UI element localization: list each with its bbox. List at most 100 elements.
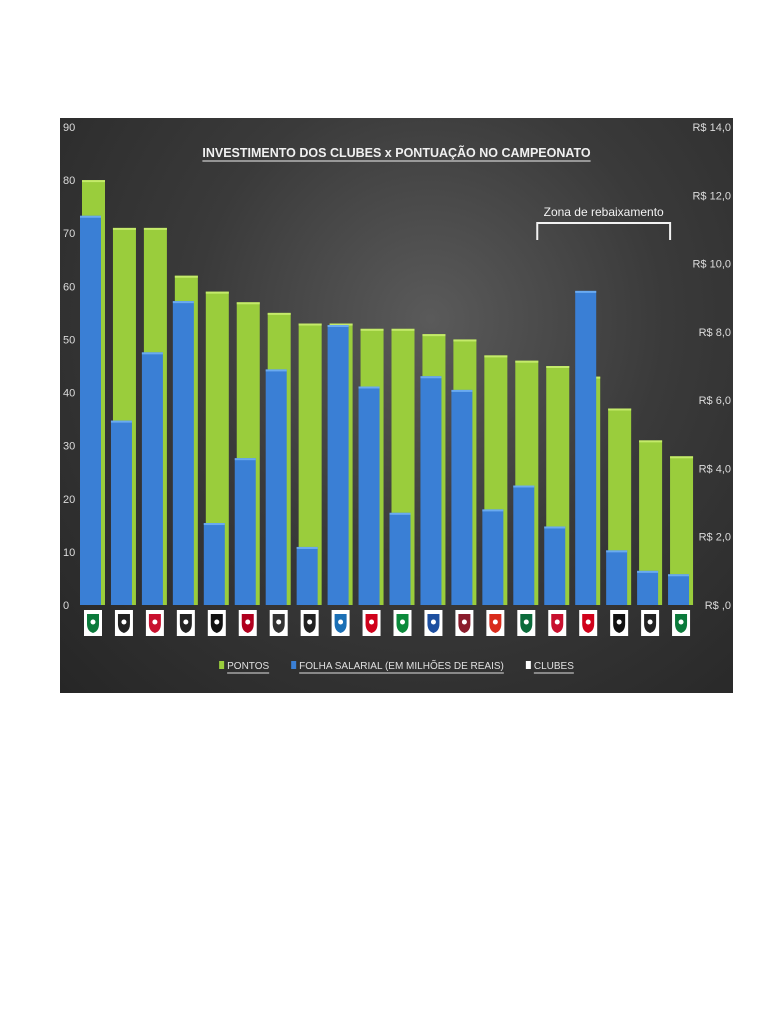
figueirense-crest-icon bbox=[610, 610, 629, 636]
gremio-crest-icon bbox=[331, 610, 350, 636]
atletico-pr-crest-icon bbox=[238, 610, 257, 636]
bar-pontos-cap bbox=[515, 360, 539, 363]
bar-pontos-cap bbox=[546, 366, 570, 368]
bar-pontos-cap bbox=[329, 323, 353, 326]
bar-folha-salarial-cap bbox=[296, 546, 318, 549]
bar-pontos bbox=[298, 323, 322, 605]
sao-paulo-crest-icon bbox=[362, 610, 381, 636]
bar-folha-salarial-cap bbox=[575, 290, 597, 293]
crest-emblem bbox=[338, 619, 344, 625]
crest-emblem bbox=[585, 619, 591, 625]
bar-folha-salarial bbox=[637, 570, 659, 605]
bar-pontos bbox=[639, 440, 663, 605]
right-axis-tick: R$ 12,0 bbox=[692, 190, 731, 202]
left-axis-tick: 60 bbox=[63, 281, 75, 293]
bar-folha-salarial bbox=[141, 352, 163, 605]
bar-pontos-cap bbox=[236, 302, 260, 305]
cruzeiro-crest-icon bbox=[424, 610, 443, 636]
botafogo-crest-icon bbox=[207, 610, 226, 636]
crest-emblem bbox=[523, 619, 529, 625]
bar-folha-salarial bbox=[203, 523, 225, 605]
bar-folha-salarial-cap bbox=[327, 325, 349, 328]
legend-label: FOLHA SALARIAL (EM MILHÕES DE REAIS) bbox=[299, 659, 504, 672]
chart-panel: INVESTIMENTO DOS CLUBES x PONTUAÇÃO NO C… bbox=[60, 118, 733, 693]
left-axis-tick: 30 bbox=[63, 441, 75, 453]
chart-svg: INVESTIMENTO DOS CLUBES x PONTUAÇÃO NO C… bbox=[63, 122, 731, 674]
bar-pontos-cap bbox=[608, 408, 632, 411]
santos-crest-icon bbox=[114, 610, 133, 636]
right-axis-tick: R$ 6,0 bbox=[699, 395, 731, 407]
bar-folha-salarial bbox=[172, 301, 194, 605]
crest-emblem bbox=[461, 619, 467, 625]
bar-pontos-cap bbox=[422, 334, 446, 337]
bar-pontos-cap bbox=[391, 328, 415, 331]
vitoria-crest-icon bbox=[548, 610, 567, 636]
bar-folha-salarial-cap bbox=[544, 526, 566, 529]
bar-folha-salarial bbox=[265, 369, 287, 605]
bar-pontos-cap bbox=[639, 440, 663, 443]
sport-crest-icon bbox=[486, 610, 505, 636]
crest-emblem bbox=[492, 619, 498, 625]
bar-folha-salarial bbox=[482, 509, 504, 605]
legend-label: PONTOS bbox=[227, 661, 269, 672]
left-axis-tick: 40 bbox=[63, 388, 75, 400]
flamengo-crest-icon bbox=[145, 610, 164, 636]
crest-emblem bbox=[183, 619, 189, 625]
bar-folha-salarial-cap bbox=[668, 574, 690, 577]
bar-folha-salarial bbox=[110, 420, 132, 605]
crest-emblem bbox=[245, 619, 251, 625]
bar-pontos-cap bbox=[82, 180, 105, 183]
bar-folha-salarial bbox=[327, 325, 349, 605]
santa-cruz-crest-icon bbox=[641, 610, 660, 636]
bar-pontos-cap bbox=[205, 291, 229, 294]
bar-folha-salarial bbox=[575, 290, 597, 605]
bar-folha-salarial bbox=[420, 376, 442, 605]
bar-folha-salarial bbox=[80, 215, 101, 605]
legend-label: CLUBES bbox=[534, 661, 574, 672]
crest-emblem bbox=[121, 619, 127, 625]
crest-emblem bbox=[678, 619, 684, 625]
left-axis-tick: 0 bbox=[63, 600, 69, 612]
right-axis-tick: R$ 14,0 bbox=[692, 122, 731, 134]
corinthians-crest-icon bbox=[269, 610, 288, 636]
right-axis-tick: R$ ,0 bbox=[705, 600, 731, 612]
chapecoense-crest-icon bbox=[393, 610, 412, 636]
crest-emblem bbox=[430, 619, 436, 625]
left-axis-tick: 50 bbox=[63, 334, 75, 346]
bar-folha-salarial bbox=[544, 526, 566, 605]
bar-pontos-cap bbox=[360, 328, 384, 331]
bar-folha-salarial bbox=[358, 386, 380, 605]
right-axis-tick: R$ 8,0 bbox=[699, 327, 731, 339]
bar-folha-salarial bbox=[234, 458, 256, 605]
bar-folha-salarial-cap bbox=[265, 369, 287, 372]
bar-folha-salarial-cap bbox=[203, 523, 225, 526]
legend-swatch bbox=[219, 661, 225, 669]
bar-folha-salarial-cap bbox=[389, 512, 411, 515]
relegation-zone-bracket bbox=[536, 222, 672, 240]
bar-pontos-cap bbox=[670, 456, 694, 459]
bar-pontos-cap bbox=[453, 339, 477, 342]
bar-folha-salarial-cap bbox=[172, 301, 194, 304]
bar-pontos-cap bbox=[267, 312, 291, 315]
bar-folha-salarial bbox=[668, 574, 690, 605]
bar-folha-salarial bbox=[606, 550, 628, 605]
legend-swatch bbox=[291, 661, 297, 669]
bar-folha-salarial-cap bbox=[420, 376, 442, 379]
atletico-mg-crest-icon bbox=[176, 610, 195, 636]
bar-pontos-cap bbox=[174, 275, 198, 278]
bar-pontos bbox=[670, 456, 694, 605]
right-axis-tick: R$ 2,0 bbox=[699, 532, 731, 544]
internacional-crest-icon bbox=[579, 610, 598, 636]
bar-pontos-cap bbox=[112, 227, 136, 230]
bar-pontos-cap bbox=[484, 355, 508, 358]
bar-folha-salarial-cap bbox=[110, 420, 132, 423]
crest-emblem bbox=[554, 619, 560, 625]
right-axis-tick: R$ 10,0 bbox=[692, 259, 731, 271]
left-axis-tick: 90 bbox=[63, 122, 75, 134]
right-axis-tick: R$ 4,0 bbox=[699, 463, 731, 475]
left-axis-tick: 20 bbox=[63, 494, 75, 506]
bar-folha-salarial-cap bbox=[482, 509, 504, 512]
chart-title: INVESTIMENTO DOS CLUBES x PONTUAÇÃO NO C… bbox=[202, 145, 591, 160]
crest-emblem bbox=[214, 619, 220, 625]
crest-emblem bbox=[152, 619, 158, 625]
